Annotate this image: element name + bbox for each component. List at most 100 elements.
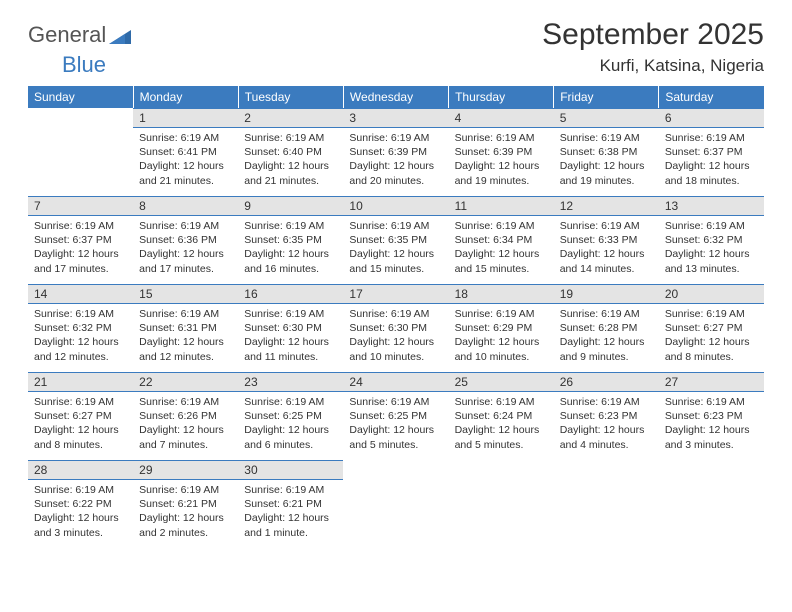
sunrise-line: Sunrise: 6:19 AM bbox=[244, 395, 337, 409]
calendar-cell: 10 Sunrise: 6:19 AMSunset: 6:35 PMDayligh… bbox=[343, 196, 448, 284]
day-details: Sunrise: 6:19 AMSunset: 6:21 PMDaylight:… bbox=[238, 480, 343, 546]
daylight-line: Daylight: 12 hours and 12 minutes. bbox=[34, 335, 127, 363]
logo-text-general: General bbox=[28, 22, 106, 48]
daylight-line: Daylight: 12 hours and 17 minutes. bbox=[139, 247, 232, 275]
calendar-cell: 2Sunrise: 6:19 AMSunset: 6:40 PMDaylight… bbox=[238, 108, 343, 196]
day-details: Sunrise: 6:19 AMSunset: 6:23 PMDaylight:… bbox=[659, 392, 764, 458]
day-details: Sunrise: 6:19 AMSunset: 6:27 PMDaylight:… bbox=[28, 392, 133, 458]
sunset-line: Sunset: 6:39 PM bbox=[349, 145, 442, 159]
calendar-cell: 26Sunrise: 6:19 AMSunset: 6:23 PMDayligh… bbox=[554, 372, 659, 460]
daylight-line: Daylight: 12 hours and 21 minutes. bbox=[139, 159, 232, 187]
day-details: Sunrise: 6:19 AMSunset: 6:40 PMDaylight:… bbox=[238, 128, 343, 194]
logo-text-blue: Blue bbox=[62, 52, 106, 78]
calendar-cell: 24Sunrise: 6:19 AMSunset: 6:25 PMDayligh… bbox=[343, 372, 448, 460]
sunrise-line: Sunrise: 6:19 AM bbox=[139, 395, 232, 409]
sunset-line: Sunset: 6:22 PM bbox=[34, 497, 127, 511]
sunset-line: Sunset: 6:36 PM bbox=[139, 233, 232, 247]
calendar-cell: 20Sunrise: 6:19 AMSunset: 6:27 PMDayligh… bbox=[659, 284, 764, 372]
calendar-cell-empty bbox=[28, 108, 133, 196]
sunrise-line: Sunrise: 6:19 AM bbox=[34, 219, 127, 233]
daylight-line: Daylight: 12 hours and 5 minutes. bbox=[349, 423, 442, 451]
daylight-line: Daylight: 12 hours and 15 minutes. bbox=[349, 247, 442, 275]
daylight-line: Daylight: 12 hours and 17 minutes. bbox=[34, 247, 127, 275]
day-number: 25 bbox=[449, 372, 554, 392]
day-details: Sunrise: 6:19 AMSunset: 6:29 PMDaylight:… bbox=[449, 304, 554, 370]
sunrise-line: Sunrise: 6:19 AM bbox=[139, 219, 232, 233]
sunrise-line: Sunrise: 6:19 AM bbox=[349, 219, 442, 233]
sunrise-line: Sunrise: 6:19 AM bbox=[244, 307, 337, 321]
sunrise-line: Sunrise: 6:19 AM bbox=[665, 219, 758, 233]
weekday-header: Saturday bbox=[659, 86, 764, 108]
daylight-line: Daylight: 12 hours and 8 minutes. bbox=[665, 335, 758, 363]
daylight-line: Daylight: 12 hours and 11 minutes. bbox=[244, 335, 337, 363]
day-number: 29 bbox=[133, 460, 238, 480]
weekday-header: Sunday bbox=[28, 86, 133, 108]
day-number: 13 bbox=[659, 196, 764, 216]
day-details: Sunrise: 6:19 AMSunset: 6:21 PMDaylight:… bbox=[133, 480, 238, 546]
daylight-line: Daylight: 12 hours and 21 minutes. bbox=[244, 159, 337, 187]
sunset-line: Sunset: 6:25 PM bbox=[349, 409, 442, 423]
day-number: 21 bbox=[28, 372, 133, 392]
day-details: Sunrise: 6:19 AMSunset: 6:32 PMDaylight:… bbox=[28, 304, 133, 370]
sunrise-line: Sunrise: 6:19 AM bbox=[244, 131, 337, 145]
calendar-row: 28Sunrise: 6:19 AMSunset: 6:22 PMDayligh… bbox=[28, 460, 764, 548]
day-details: Sunrise: 6:19 AMSunset: 6:37 PMDaylight:… bbox=[659, 128, 764, 194]
day-number: 11 bbox=[449, 196, 554, 216]
sunrise-line: Sunrise: 6:19 AM bbox=[560, 307, 653, 321]
day-details: Sunrise: 6:19 AMSunset: 6:36 PMDaylight:… bbox=[133, 216, 238, 282]
day-details: Sunrise: 6:19 AMSunset: 6:22 PMDaylight:… bbox=[28, 480, 133, 546]
sunset-line: Sunset: 6:21 PM bbox=[139, 497, 232, 511]
day-details: Sunrise: 6:19 AMSunset: 6:28 PMDaylight:… bbox=[554, 304, 659, 370]
day-details: Sunrise: 6:19 AMSunset: 6:31 PMDaylight:… bbox=[133, 304, 238, 370]
calendar-row: 21Sunrise: 6:19 AMSunset: 6:27 PMDayligh… bbox=[28, 372, 764, 460]
day-number: 3 bbox=[343, 108, 448, 128]
sunrise-line: Sunrise: 6:19 AM bbox=[665, 395, 758, 409]
calendar-cell: 21Sunrise: 6:19 AMSunset: 6:27 PMDayligh… bbox=[28, 372, 133, 460]
sunrise-line: Sunrise: 6:19 AM bbox=[665, 307, 758, 321]
day-details: Sunrise: 6:19 AMSunset: 6:25 PMDaylight:… bbox=[238, 392, 343, 458]
sunrise-line: Sunrise: 6:19 AM bbox=[34, 483, 127, 497]
calendar-table: SundayMondayTuesdayWednesdayThursdayFrid… bbox=[28, 86, 764, 548]
calendar-body: 1Sunrise: 6:19 AMSunset: 6:41 PMDaylight… bbox=[28, 108, 764, 548]
sunrise-line: Sunrise: 6:19 AM bbox=[560, 395, 653, 409]
calendar-cell: 14Sunrise: 6:19 AMSunset: 6:32 PMDayligh… bbox=[28, 284, 133, 372]
calendar-cell: 11Sunrise: 6:19 AMSunset: 6:34 PMDayligh… bbox=[449, 196, 554, 284]
location-text: Kurfi, Katsina, Nigeria bbox=[542, 56, 764, 76]
day-details: Sunrise: 6:19 AMSunset: 6:37 PMDaylight:… bbox=[28, 216, 133, 282]
sunrise-line: Sunrise: 6:19 AM bbox=[139, 307, 232, 321]
daylight-line: Daylight: 12 hours and 15 minutes. bbox=[455, 247, 548, 275]
calendar-cell: 27Sunrise: 6:19 AMSunset: 6:23 PMDayligh… bbox=[659, 372, 764, 460]
calendar-cell: 17Sunrise: 6:19 AMSunset: 6:30 PMDayligh… bbox=[343, 284, 448, 372]
title-block: September 2025 Kurfi, Katsina, Nigeria bbox=[542, 18, 764, 76]
sunset-line: Sunset: 6:31 PM bbox=[139, 321, 232, 335]
daylight-line: Daylight: 12 hours and 13 minutes. bbox=[665, 247, 758, 275]
calendar-cell: 28Sunrise: 6:19 AMSunset: 6:22 PMDayligh… bbox=[28, 460, 133, 548]
sunrise-line: Sunrise: 6:19 AM bbox=[34, 307, 127, 321]
day-number: 15 bbox=[133, 284, 238, 304]
day-number: 30 bbox=[238, 460, 343, 480]
daylight-line: Daylight: 12 hours and 14 minutes. bbox=[560, 247, 653, 275]
day-number: 20 bbox=[659, 284, 764, 304]
sunset-line: Sunset: 6:32 PM bbox=[34, 321, 127, 335]
day-details: Sunrise: 6:19 AMSunset: 6:25 PMDaylight:… bbox=[343, 392, 448, 458]
day-number: 17 bbox=[343, 284, 448, 304]
sunset-line: Sunset: 6:38 PM bbox=[560, 145, 653, 159]
header: General September 2025 Kurfi, Katsina, N… bbox=[28, 18, 764, 76]
sunset-line: Sunset: 6:35 PM bbox=[349, 233, 442, 247]
daylight-line: Daylight: 12 hours and 9 minutes. bbox=[560, 335, 653, 363]
sunrise-line: Sunrise: 6:19 AM bbox=[560, 131, 653, 145]
day-number: 10 bbox=[343, 196, 448, 216]
daylight-line: Daylight: 12 hours and 3 minutes. bbox=[665, 423, 758, 451]
calendar-cell: 12Sunrise: 6:19 AMSunset: 6:33 PMDayligh… bbox=[554, 196, 659, 284]
day-number: 6 bbox=[659, 108, 764, 128]
sunset-line: Sunset: 6:30 PM bbox=[349, 321, 442, 335]
sunset-line: Sunset: 6:41 PM bbox=[139, 145, 232, 159]
page-title: September 2025 bbox=[542, 18, 764, 52]
sunset-line: Sunset: 6:28 PM bbox=[560, 321, 653, 335]
day-details: Sunrise: 6:19 AMSunset: 6:33 PMDaylight:… bbox=[554, 216, 659, 282]
day-number: 23 bbox=[238, 372, 343, 392]
daylight-line: Daylight: 12 hours and 6 minutes. bbox=[244, 423, 337, 451]
day-number: 14 bbox=[28, 284, 133, 304]
sunrise-line: Sunrise: 6:19 AM bbox=[139, 483, 232, 497]
calendar-cell: 9Sunrise: 6:19 AMSunset: 6:35 PMDaylight… bbox=[238, 196, 343, 284]
